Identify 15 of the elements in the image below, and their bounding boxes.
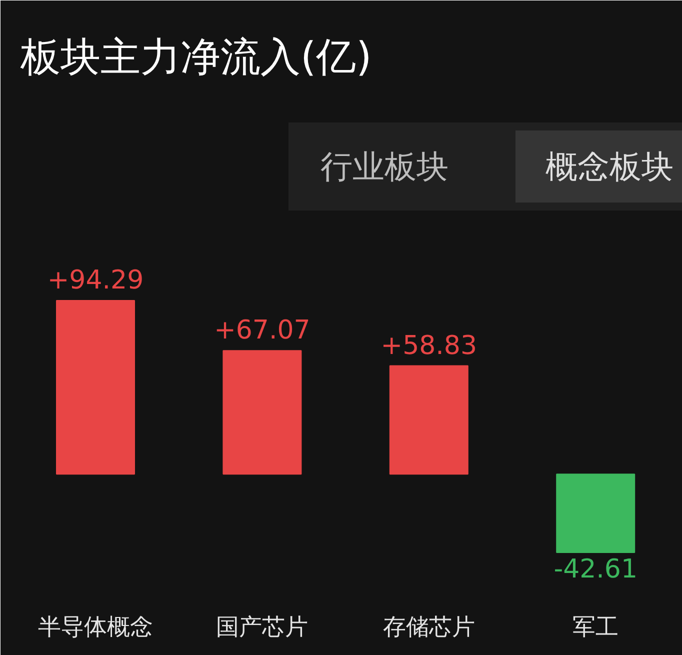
data-label: -42.61: [554, 554, 638, 584]
bar: [556, 474, 636, 553]
bar: [56, 300, 135, 475]
x-tick-label: 存储芯片: [382, 614, 475, 640]
data-label: +67.07: [214, 316, 310, 346]
data-label: +94.29: [47, 266, 144, 296]
x-tick-label: 军工: [572, 614, 619, 640]
bar: [389, 365, 468, 475]
bar: [222, 350, 302, 475]
text: 行业板块: [320, 148, 448, 186]
text: 概念板块: [546, 148, 674, 186]
x-tick-label: 半导体概念: [38, 614, 153, 640]
x-tick-label: 国产芯片: [216, 614, 308, 640]
chart-title: 板块主力净流入(亿): [20, 34, 372, 80]
data-label: +58.83: [380, 330, 478, 361]
